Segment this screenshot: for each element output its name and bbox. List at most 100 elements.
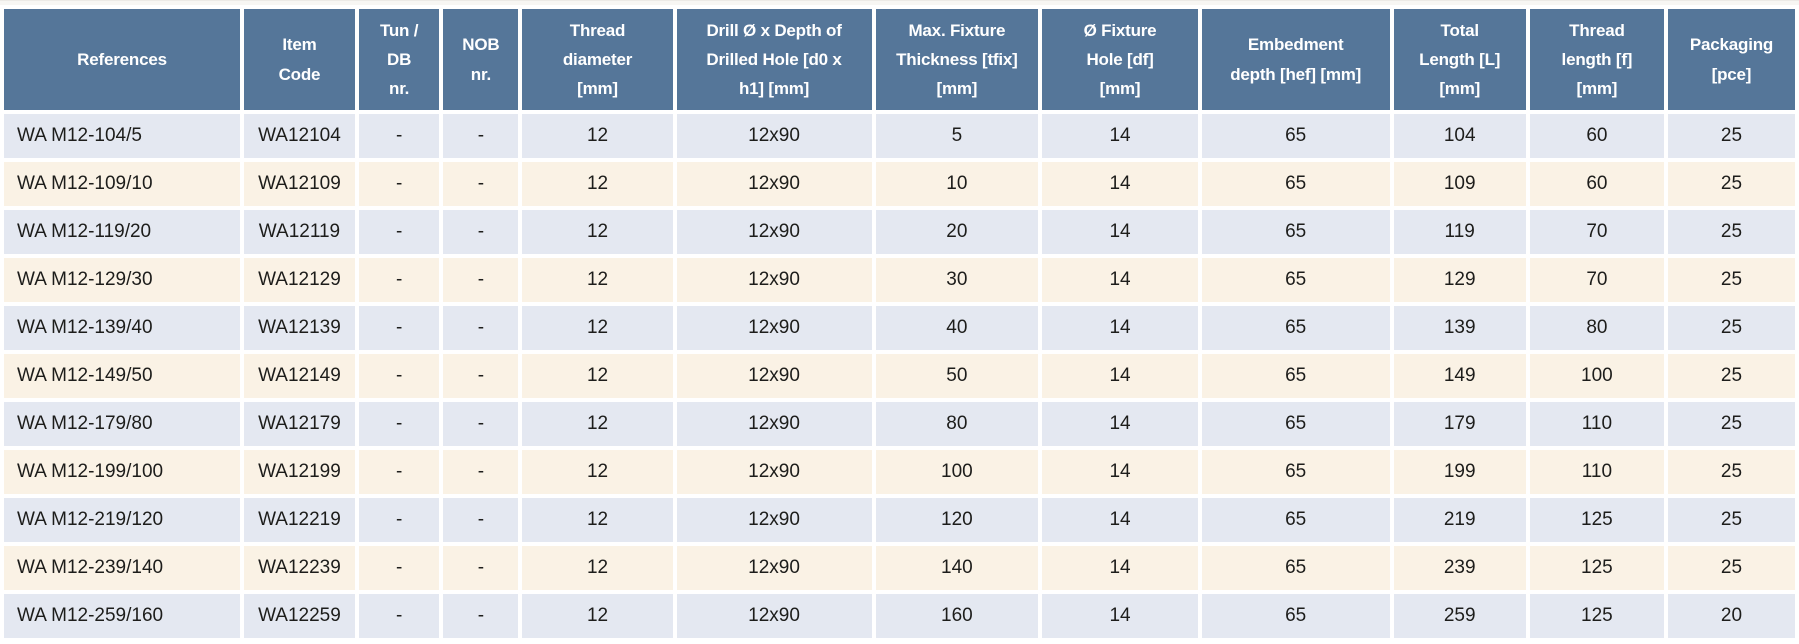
header-cell-max-fixture-thickness: Max. Fixture Thickness [tfix] [mm] [875,9,1039,110]
table-row: WA M12-119/20 WA12119- -12 12x90 20 14 65 119 70… [4,210,1795,254]
cell-fixture-hole: 14 [1042,498,1198,542]
cell-packaging: 25 [1667,402,1795,446]
cell-packaging: 25 [1667,210,1795,254]
cell-tun-db-nr: - [358,258,440,302]
cell-references: WA M12-119/20 [4,210,241,254]
cell-max-fixture-thickness: 20 [875,210,1039,254]
cell-thread-length: 70 [1529,258,1664,302]
cell-total-length: 259 [1393,594,1526,638]
cell-embedment-depth: 65 [1201,258,1390,302]
cell-drill-depth: 12x90 [676,114,872,158]
cell-fixture-hole: 14 [1042,354,1198,398]
cell-thread-length: 125 [1529,498,1664,542]
cell-tun-db-nr: - [358,162,440,206]
cell-thread-length: 110 [1529,450,1664,494]
cell-packaging: 25 [1667,546,1795,590]
cell-thread-diameter: 12 [522,594,673,638]
cell-packaging: 25 [1667,498,1795,542]
cell-references: WA M12-129/30 [4,258,241,302]
cell-item-code: WA12119 [244,210,355,254]
cell-total-length: 104 [1393,114,1526,158]
cell-thread-diameter: 12 [522,162,673,206]
cell-total-length: 109 [1393,162,1526,206]
cell-fixture-hole: 14 [1042,258,1198,302]
table-row: WA M12-109/10 WA12109- -12 12x90 10 14 65 109 60… [4,162,1795,206]
cell-nob-nr: - [443,114,519,158]
cell-max-fixture-thickness: 40 [875,306,1039,350]
cell-nob-nr: - [443,402,519,446]
cell-max-fixture-thickness: 140 [875,546,1039,590]
product-spec-table: References Item Code Tun / DB nr. NOB nr. Th… [0,5,1799,642]
cell-total-length: 199 [1393,450,1526,494]
cell-drill-depth: 12x90 [676,162,872,206]
header-cell-fixture-hole: Ø Fixture Hole [df] [mm] [1042,9,1198,110]
cell-packaging: 25 [1667,162,1795,206]
cell-thread-diameter: 12 [522,450,673,494]
cell-total-length: 149 [1393,354,1526,398]
cell-total-length: 129 [1393,258,1526,302]
cell-nob-nr: - [443,210,519,254]
cell-thread-length: 125 [1529,546,1664,590]
cell-thread-length: 70 [1529,210,1664,254]
cell-total-length: 239 [1393,546,1526,590]
table-row: WA M12-199/100 WA12199- -12 12x90 100 14 65 199… [4,450,1795,494]
cell-nob-nr: - [443,162,519,206]
cell-item-code: WA12139 [244,306,355,350]
cell-references: WA M12-179/80 [4,402,241,446]
cell-thread-length: 80 [1529,306,1664,350]
cell-nob-nr: - [443,354,519,398]
cell-packaging: 25 [1667,258,1795,302]
cell-references: WA M12-139/40 [4,306,241,350]
cell-tun-db-nr: - [358,306,440,350]
cell-embedment-depth: 65 [1201,210,1390,254]
cell-packaging: 25 [1667,114,1795,158]
table-body: WA M12-104/5 WA12104- -12 12x90 5 14 65 104 60 25… [4,114,1795,638]
cell-thread-length: 60 [1529,162,1664,206]
header-cell-nob-nr: NOB nr. [443,9,519,110]
cell-total-length: 119 [1393,210,1526,254]
header-cell-tun-db-nr: Tun / DB nr. [358,9,440,110]
cell-tun-db-nr: - [358,402,440,446]
cell-thread-length: 100 [1529,354,1664,398]
cell-packaging: 25 [1667,450,1795,494]
table-header-row: References Item Code Tun / DB nr. NOB nr. Th… [4,9,1795,110]
cell-fixture-hole: 14 [1042,162,1198,206]
cell-max-fixture-thickness: 80 [875,402,1039,446]
cell-references: WA M12-149/50 [4,354,241,398]
cell-nob-nr: - [443,594,519,638]
cell-drill-depth: 12x90 [676,450,872,494]
header-cell-total-length: Total Length [L] [mm] [1393,9,1526,110]
table-row: WA M12-239/140 WA12239- -12 12x90 140 14 65 239… [4,546,1795,590]
cell-thread-diameter: 12 [522,546,673,590]
cell-drill-depth: 12x90 [676,546,872,590]
cell-thread-diameter: 12 [522,354,673,398]
cell-fixture-hole: 14 [1042,114,1198,158]
cell-item-code: WA12219 [244,498,355,542]
cell-thread-diameter: 12 [522,306,673,350]
cell-tun-db-nr: - [358,354,440,398]
cell-nob-nr: - [443,306,519,350]
cell-nob-nr: - [443,546,519,590]
table-row: WA M12-104/5 WA12104- -12 12x90 5 14 65 104 60 25 [4,114,1795,158]
cell-item-code: WA12239 [244,546,355,590]
cell-embedment-depth: 65 [1201,594,1390,638]
table-row: WA M12-259/160 WA12259- -12 12x90 160 14 65 259… [4,594,1795,638]
cell-drill-depth: 12x90 [676,210,872,254]
cell-nob-nr: - [443,450,519,494]
cell-item-code: WA12129 [244,258,355,302]
cell-thread-diameter: 12 [522,498,673,542]
cell-item-code: WA12199 [244,450,355,494]
cell-tun-db-nr: - [358,594,440,638]
cell-embedment-depth: 65 [1201,306,1390,350]
cell-max-fixture-thickness: 160 [875,594,1039,638]
cell-embedment-depth: 65 [1201,498,1390,542]
cell-nob-nr: - [443,498,519,542]
cell-fixture-hole: 14 [1042,402,1198,446]
cell-tun-db-nr: - [358,450,440,494]
cell-max-fixture-thickness: 100 [875,450,1039,494]
cell-fixture-hole: 14 [1042,306,1198,350]
cell-total-length: 219 [1393,498,1526,542]
cell-item-code: WA12149 [244,354,355,398]
cell-total-length: 179 [1393,402,1526,446]
cell-max-fixture-thickness: 120 [875,498,1039,542]
